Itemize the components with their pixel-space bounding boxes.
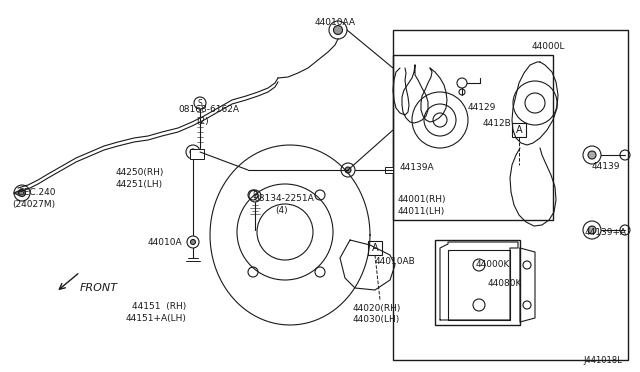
Circle shape (19, 189, 26, 196)
Text: 4412B: 4412B (483, 119, 512, 128)
Text: 44000L: 44000L (531, 42, 564, 51)
Circle shape (345, 167, 351, 173)
Text: 44011(LH): 44011(LH) (398, 207, 445, 216)
Text: 44000K: 44000K (476, 260, 510, 269)
Text: 44080K: 44080K (488, 279, 522, 288)
Text: 44251(LH): 44251(LH) (116, 180, 163, 189)
Circle shape (588, 226, 596, 234)
Text: 44129: 44129 (468, 103, 497, 112)
Text: 44139A: 44139A (400, 163, 435, 172)
Text: 44139: 44139 (592, 162, 621, 171)
Bar (190, 149, 204, 159)
Bar (435, 240, 520, 325)
Text: 44250(RH): 44250(RH) (116, 168, 164, 177)
Text: A: A (516, 125, 522, 135)
Text: 44010AA: 44010AA (314, 18, 355, 27)
Circle shape (190, 149, 196, 155)
Text: B: B (252, 192, 257, 201)
Text: (24027M): (24027M) (12, 200, 55, 209)
Circle shape (191, 240, 195, 244)
Text: 44010AB: 44010AB (375, 257, 416, 266)
Text: S: S (198, 99, 202, 108)
Text: 44020(RH): 44020(RH) (353, 304, 401, 313)
Text: A: A (372, 243, 378, 253)
Text: 44010A: 44010A (148, 238, 182, 247)
Text: 44139+A: 44139+A (585, 228, 627, 237)
Bar (512, 123, 526, 137)
Text: 08134-2251A: 08134-2251A (253, 194, 314, 203)
Circle shape (333, 26, 342, 35)
Bar (393, 55, 553, 220)
Text: 44030(LH): 44030(LH) (353, 315, 400, 324)
Text: J441018L: J441018L (583, 356, 622, 365)
Text: (2): (2) (196, 117, 209, 126)
Text: 44151  (RH): 44151 (RH) (132, 302, 186, 311)
Bar (385, 167, 393, 173)
Text: (4): (4) (275, 206, 287, 215)
Text: 44001(RH): 44001(RH) (398, 195, 447, 204)
Text: 08168-6162A: 08168-6162A (178, 105, 239, 114)
Bar (393, 30, 628, 360)
Circle shape (588, 151, 596, 159)
Bar (368, 241, 382, 255)
Text: SEC.240: SEC.240 (18, 188, 56, 197)
Text: FRONT: FRONT (80, 283, 118, 293)
Text: 44151+A(LH): 44151+A(LH) (126, 314, 187, 323)
